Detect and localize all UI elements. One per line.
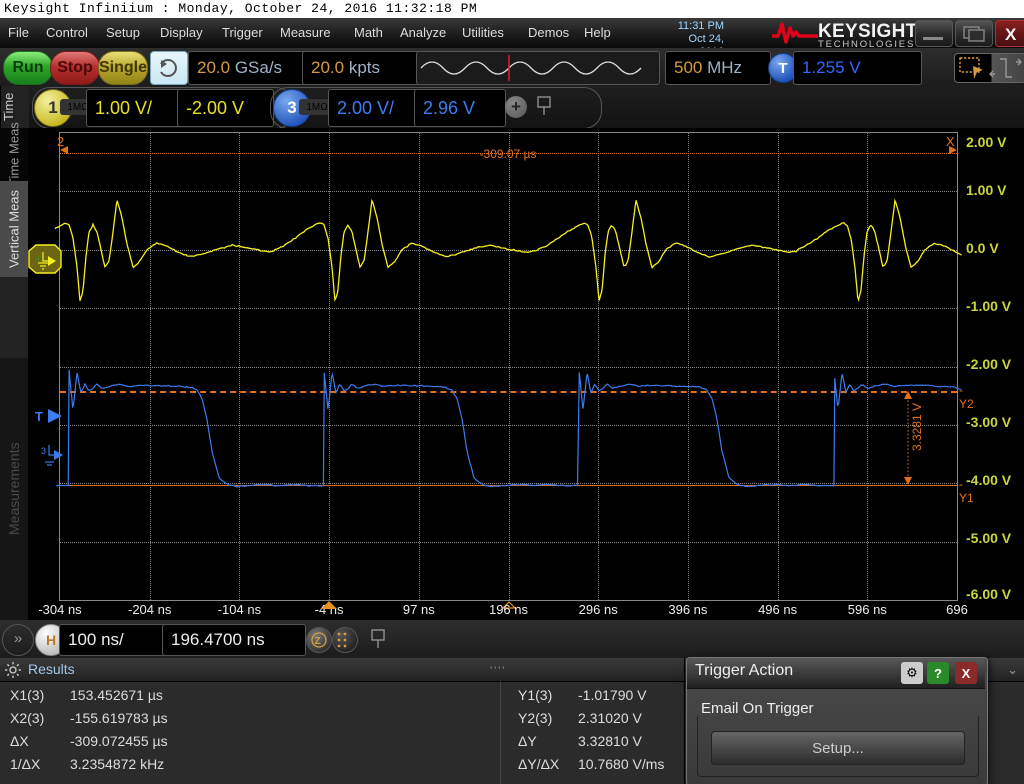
svg-text:1: 1: [36, 254, 41, 263]
svg-text:Z: Z: [315, 636, 321, 647]
svg-text:T: T: [35, 409, 43, 424]
svg-text:3: 3: [41, 446, 46, 456]
